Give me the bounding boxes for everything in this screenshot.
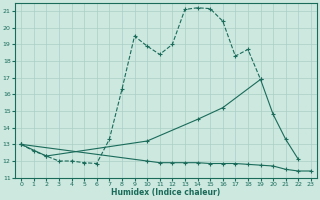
X-axis label: Humidex (Indice chaleur): Humidex (Indice chaleur) bbox=[111, 188, 221, 197]
